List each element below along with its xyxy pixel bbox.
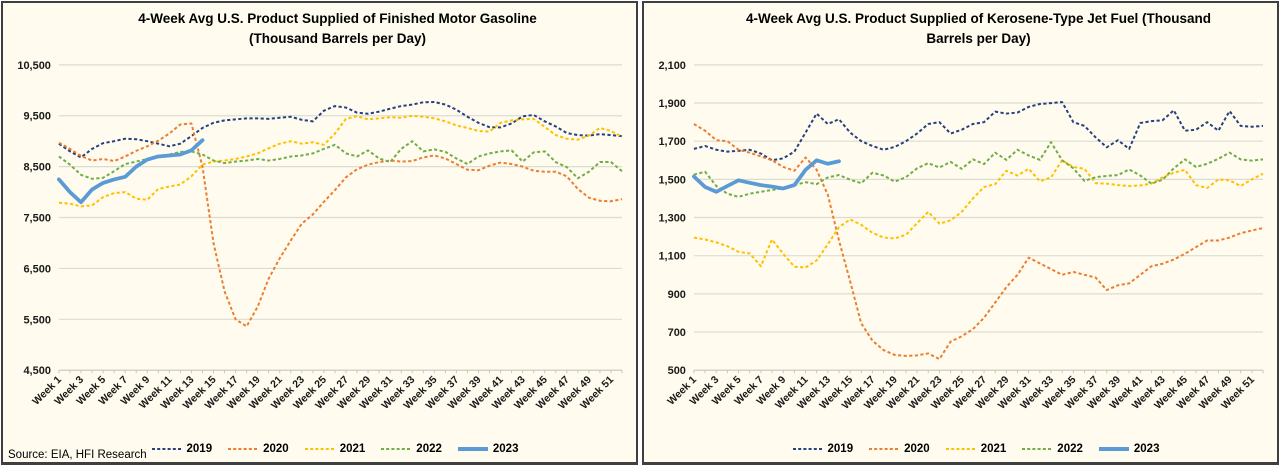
- legend-item-2023: 2023: [1098, 443, 1160, 455]
- legend-line-sample-2021: [304, 448, 335, 450]
- legend-label-2019: 2019: [827, 443, 854, 455]
- source-note: Source: EIA, HFI Research: [8, 449, 147, 461]
- gasoline-chart-title: 4-Week Avg U.S. Product Supplied of Fini…: [47, 9, 628, 50]
- legend-line-sample-2023: [1098, 447, 1129, 451]
- legend-line-sample-2022: [1022, 448, 1053, 450]
- legend-label-2020: 2020: [904, 443, 930, 455]
- y-tick-label: 10,500: [17, 60, 51, 72]
- y-tick-label: 2,100: [658, 60, 685, 72]
- jetfuel-chart-panel: 4-Week Avg U.S. Product Supplied of Kero…: [642, 1, 1279, 465]
- jetfuel-plot-canvas: 500 700 900 1,100 1,300 1,500 1,700 1,900 2,100 W…: [658, 60, 1264, 412]
- series-line-2023: [692, 158, 841, 194]
- y-tick-label: 1,100: [658, 251, 685, 263]
- gasoline-chart-panel: 4-Week Avg U.S. Product Supplied of Fini…: [1, 1, 638, 465]
- y-tick-label: 7,500: [23, 213, 50, 225]
- legend-item-2023: 2023: [457, 443, 519, 455]
- legend-item-2020: 2020: [227, 443, 289, 455]
- legend-item-2019: 2019: [151, 443, 213, 455]
- y-tick-label: 5,500: [23, 314, 50, 326]
- legend-label-2022: 2022: [1057, 443, 1083, 455]
- series-line-2022: [58, 140, 623, 180]
- jetfuel-chart-title-line2: Barrels per Day): [926, 31, 1031, 47]
- y-tick-label: 1,900: [658, 98, 685, 110]
- legend-label-2020: 2020: [263, 443, 289, 455]
- legend-item-2022: 2022: [380, 443, 442, 455]
- jetfuel-chart-title: 4-Week Avg U.S. Product Supplied of Kero…: [688, 9, 1269, 50]
- legend-line-sample-2022: [381, 448, 412, 450]
- legend-item-2021: 2021: [945, 443, 1007, 455]
- x-axis-ticks: [693, 370, 1264, 374]
- gridlines: [693, 64, 1264, 371]
- y-axis-labels: 4,500 5,500 6,500 7,500 8,500 9,500 10,500: [17, 60, 51, 377]
- y-tick-label: 900: [668, 289, 686, 301]
- gridlines: [58, 64, 623, 371]
- gasoline-chart-title-line2: (Thousand Barrels per Day): [248, 31, 427, 47]
- y-tick-label: 9,500: [23, 111, 50, 123]
- series-line-2020: [58, 122, 623, 328]
- gasoline-chart-title-line1: 4-Week Avg U.S. Product Supplied of Fini…: [138, 11, 537, 26]
- series-line-2021: [58, 114, 623, 208]
- legend-item-2021: 2021: [304, 443, 366, 455]
- legend-line-sample-2019: [151, 448, 182, 450]
- legend-line-sample-2020: [228, 448, 259, 450]
- legend-label-2019: 2019: [186, 443, 213, 455]
- y-tick-label: 1,700: [658, 136, 685, 148]
- legend-line-sample-2020: [869, 448, 900, 450]
- legend-item-2019: 2019: [792, 443, 854, 455]
- legend-label-2023: 2023: [1133, 443, 1160, 455]
- series-line-2020: [693, 123, 1264, 361]
- series-line-2023: [57, 138, 205, 205]
- series-line-2021: [693, 159, 1264, 269]
- gasoline-plot-canvas: 4,500 5,500 6,500 7,500 8,500 9,500 10,500 Week…: [17, 60, 623, 412]
- jetfuel-chart-legend: 2019 2020 2021 2022 2023: [684, 443, 1267, 455]
- y-tick-label: 1,300: [658, 213, 685, 225]
- y-tick-label: 6,500: [23, 263, 50, 275]
- y-tick-label: 8,500: [23, 162, 50, 174]
- legend-line-sample-2019: [792, 448, 823, 450]
- legend-item-2020: 2020: [868, 443, 930, 455]
- gasoline-chart-legend: 2019 2020 2021 2022 2023: [43, 443, 626, 455]
- legend-label-2023: 2023: [492, 443, 519, 455]
- y-tick-label: 1,500: [658, 174, 685, 186]
- legend-item-2022: 2022: [1021, 443, 1083, 455]
- legend-label-2021: 2021: [339, 443, 366, 455]
- y-tick-label: 4,500: [23, 365, 50, 377]
- y-axis-labels: 500 700 900 1,100 1,300 1,500 1,700 1,900 2,100: [658, 60, 685, 377]
- series-line-2022: [693, 141, 1264, 198]
- jetfuel-chart-title-line1: 4-Week Avg U.S. Product Supplied of Kero…: [745, 11, 1212, 26]
- y-tick-label: 500: [668, 365, 686, 377]
- series-line-2019: [693, 101, 1264, 162]
- x-axis-ticks: [58, 370, 623, 374]
- legend-label-2021: 2021: [980, 443, 1007, 455]
- legend-line-sample-2023: [457, 447, 488, 451]
- series-line-2019: [58, 100, 623, 159]
- y-tick-label: 700: [668, 327, 686, 339]
- legend-line-sample-2021: [945, 448, 976, 450]
- legend-label-2022: 2022: [416, 443, 442, 455]
